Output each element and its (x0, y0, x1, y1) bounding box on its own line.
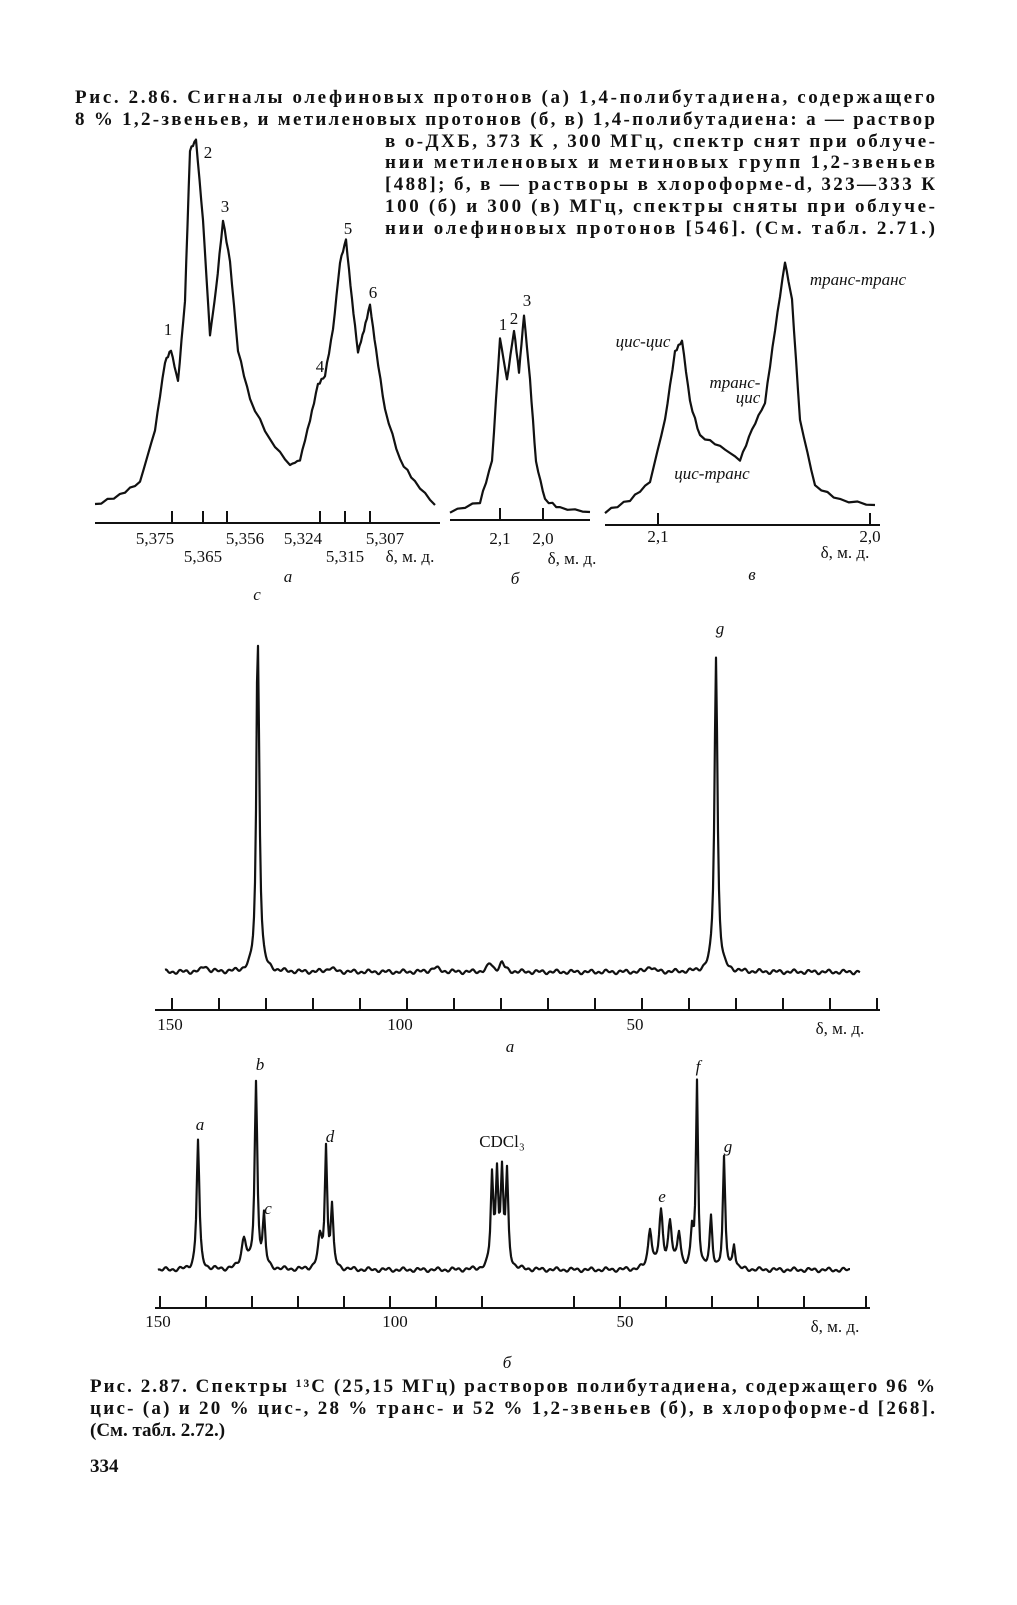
tick-label: 5,315 (326, 547, 364, 566)
peak-label: 6 (369, 283, 378, 302)
peak-label: c (264, 1199, 272, 1218)
panel-letter: б (511, 569, 520, 588)
peak-label: цис-цис (616, 332, 671, 351)
tick-label: 150 (145, 1312, 171, 1331)
peak-label: 5 (344, 219, 353, 238)
caption-line: Рис. 2.87. Спектры ¹³C (25,15 МГц) раств… (90, 1376, 935, 1397)
peak-label: c (253, 585, 261, 604)
peak-label: цис (736, 388, 761, 407)
caption-line: нии олефиновых протонов [546]. (См. табл… (385, 218, 935, 239)
peak-label: g (724, 1137, 733, 1156)
spectrum-2-86-b (449, 314, 591, 514)
caption-line: в о-ДХБ, 373 К , 300 МГц, спектр снят пр… (385, 131, 935, 152)
caption-line: [488]; б, в — растворы в хлороформе-d, 3… (385, 174, 935, 195)
peak-label: a (196, 1115, 205, 1134)
tick-label: 2,1 (647, 527, 668, 546)
spectrum-2-86-a (94, 138, 436, 506)
peak-label: 1 (164, 320, 173, 339)
caption-line: нии метиленовых и метиновых групп 1,2-зв… (385, 152, 935, 173)
tick-label: 100 (382, 1312, 408, 1331)
peak-label: транс-транс (810, 270, 907, 289)
peak-label: цис-транс (674, 464, 750, 483)
tick-label: 5,365 (184, 547, 222, 566)
peak-label: 2 (204, 143, 213, 162)
tick-label: 2,0 (859, 527, 880, 546)
caption-line: (См. табл. 2.72.) (90, 1420, 225, 1441)
spectrum-2-87-a (164, 644, 861, 976)
tick-label: 5,307 (366, 529, 405, 548)
tick-label: 100 (387, 1015, 413, 1034)
spectrum-2-87-b (157, 1078, 851, 1274)
tick-label: 50 (617, 1312, 634, 1331)
tick-label: 5,375 (136, 529, 174, 548)
panel-letter: в (748, 565, 756, 584)
caption-line: 100 (б) и 300 (в) МГц, спектры сняты при… (385, 196, 935, 217)
caption-line: 8 % 1,2-звеньев, и метиленовых протонов … (75, 109, 935, 130)
tick-label: 2,1 (489, 529, 510, 548)
peak-label: f (696, 1057, 703, 1076)
axis-label: δ, м. д. (811, 1317, 860, 1336)
peak-label: e (658, 1187, 666, 1206)
caption-line: Рис. 2.86. Сигналы олефиновых протонов (… (75, 87, 935, 108)
caption-line: цис- (а) и 20 % цис-, 28 % транс- и 52 %… (90, 1398, 935, 1419)
axis-label: δ, м. д. (821, 543, 870, 562)
tick-label: 150 (157, 1015, 183, 1034)
tick-label: 5,324 (284, 529, 323, 548)
peak-label: 3 (523, 291, 532, 310)
page-number: 334 (90, 1456, 119, 1477)
peak-label: транс- (710, 373, 761, 392)
spectrum-2-86-c (604, 261, 876, 514)
tick-label: 2,0 (532, 529, 553, 548)
panel-letter: а (506, 1037, 515, 1056)
axis-label: δ, м. д. (548, 549, 597, 568)
panel-letter: б (503, 1353, 512, 1372)
peak-label: b (256, 1055, 265, 1074)
peak-label: 3 (221, 197, 230, 216)
peak-label: g (716, 619, 725, 638)
peak-label: 1 (499, 315, 508, 334)
peak-label: 2 (510, 309, 519, 328)
peak-label: d (326, 1127, 335, 1146)
tick-label: 50 (627, 1015, 644, 1034)
tick-label: 5,356 (226, 529, 264, 548)
peak-label: 4 (316, 357, 325, 376)
panel-letter: а (284, 567, 293, 586)
peak-label: CDCl₃ (479, 1132, 525, 1151)
axis-label: δ, м. д. (386, 547, 435, 566)
axis-label: δ, м. д. (816, 1019, 865, 1038)
